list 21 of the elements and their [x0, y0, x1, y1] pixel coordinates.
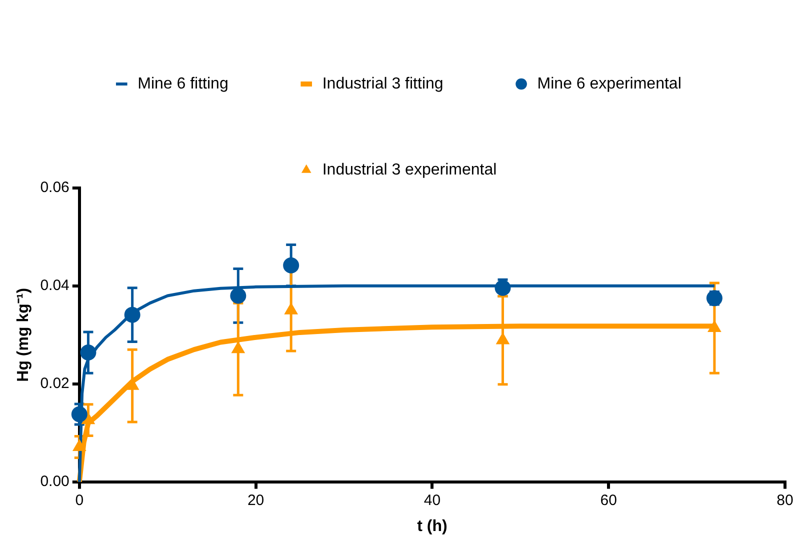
x-tick-label: 80 [776, 492, 794, 509]
legend-label: Industrial 3 fitting [322, 75, 444, 92]
point [708, 320, 722, 332]
x-tick-label: 60 [600, 492, 617, 509]
point [124, 306, 140, 323]
x-axis-title: t (h) [417, 518, 448, 535]
point [231, 341, 246, 354]
y-axis-title: Hg (mg kg⁻¹) [15, 288, 32, 382]
legend-label: Mine 6 experimental [537, 75, 682, 92]
point [283, 257, 300, 274]
legend-label: Mine 6 fitting [138, 75, 228, 92]
y-tick-label: 0.06 [40, 179, 70, 196]
point [230, 288, 246, 304]
y-tick-label: 0.00 [40, 472, 70, 490]
x-tick-label: 20 [247, 492, 264, 509]
point [80, 344, 96, 361]
y-tick-label: 0.04 [40, 277, 70, 294]
x-tick-label: 40 [424, 492, 441, 509]
x-tick-label: 0 [75, 492, 84, 509]
legend-label: Industrial 3 experimental [322, 161, 497, 178]
y-tick-label: 0.02 [40, 375, 70, 392]
